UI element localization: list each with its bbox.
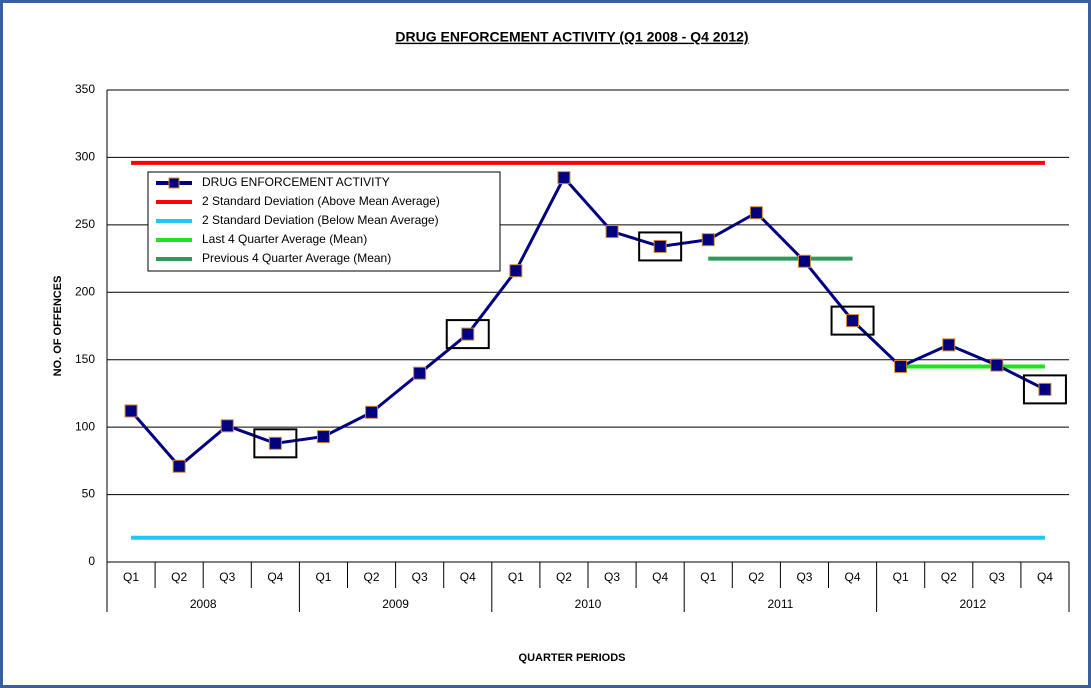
legend-label: DRUG ENFORCEMENT ACTIVITY: [202, 175, 390, 189]
x-group-label: 2010: [575, 597, 602, 611]
data-point: [990, 358, 1004, 372]
x-tick-label: Q2: [556, 570, 572, 584]
chart-title: DRUG ENFORCEMENT ACTIVITY (Q1 2008 - Q4 …: [395, 29, 748, 45]
data-point: [701, 233, 715, 247]
data-point: [942, 338, 956, 352]
x-tick-label: Q3: [219, 570, 235, 584]
highlight-box: [830, 305, 875, 336]
legend-label: 2 Standard Deviation (Below Mean Average…: [202, 213, 439, 227]
x-group-label: 2012: [959, 597, 986, 611]
x-tick-label: Q3: [989, 570, 1005, 584]
y-tick-label: 0: [88, 554, 95, 568]
x-tick-label: Q2: [748, 570, 764, 584]
data-point: [509, 264, 523, 278]
y-tick-label: 50: [82, 487, 96, 501]
x-tick-label: Q2: [364, 570, 380, 584]
data-point: [124, 404, 138, 418]
x-tick-label: Q2: [171, 570, 187, 584]
data-point: [1038, 382, 1052, 396]
x-tick-label: Q3: [412, 570, 428, 584]
y-tick-label: 150: [75, 352, 95, 366]
x-tick-label: Q3: [796, 570, 812, 584]
x-tick-label: Q4: [845, 570, 861, 584]
data-point: [461, 327, 475, 341]
y-tick-label: 350: [75, 82, 95, 96]
data-point: [749, 206, 763, 220]
highlight-box: [638, 231, 683, 262]
x-tick-label: Q1: [123, 570, 139, 584]
data-point: [894, 359, 908, 373]
data-point: [172, 459, 186, 473]
x-tick-label: Q4: [1037, 570, 1053, 584]
x-tick-label: Q1: [315, 570, 331, 584]
data-line: [129, 175, 1046, 469]
x-tick-label: Q4: [652, 570, 668, 584]
x-tick-label: Q4: [267, 570, 283, 584]
data-point: [268, 436, 282, 450]
highlight-box: [253, 428, 298, 459]
highlight-box: [445, 319, 490, 350]
x-tick-label: Q1: [700, 570, 716, 584]
legend-marker: [168, 177, 180, 189]
x-group-label: 2011: [767, 597, 793, 611]
y-tick-label: 200: [75, 284, 95, 298]
data-point: [797, 254, 811, 268]
legend-label: 2 Standard Deviation (Above Mean Average…: [202, 194, 440, 208]
x-tick-label: Q4: [460, 570, 476, 584]
data-point: [220, 419, 234, 433]
x-tick-label: Q1: [508, 570, 524, 584]
data-point: [605, 225, 619, 239]
x-axis-label: QUARTER PERIODS: [519, 652, 626, 664]
y-tick-label: 300: [75, 150, 95, 164]
data-point: [316, 430, 330, 444]
legend-label: Last 4 Quarter Average (Mean): [202, 232, 367, 246]
y-axis-label: NO. OF OFFENCES: [52, 276, 64, 377]
x-tick-label: Q1: [893, 570, 909, 584]
data-point: [365, 405, 379, 419]
data-point: [653, 239, 667, 253]
data-point: [413, 366, 427, 380]
y-tick-label: 100: [75, 419, 95, 433]
data-point: [557, 171, 571, 185]
x-tick-label: Q3: [604, 570, 620, 584]
data-point: [846, 314, 860, 328]
x-group-label: 2009: [382, 597, 409, 611]
x-tick-label: Q2: [941, 570, 957, 584]
x-group-label: 2008: [190, 597, 217, 611]
legend-label: Previous 4 Quarter Average (Mean): [202, 251, 391, 265]
legend-box: [147, 171, 501, 272]
y-tick-label: 250: [75, 217, 95, 231]
highlight-box: [1022, 374, 1067, 405]
